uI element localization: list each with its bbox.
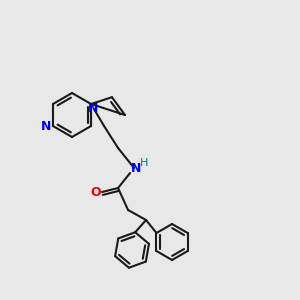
Text: O: O [91, 185, 101, 199]
Text: N: N [41, 121, 51, 134]
Text: H: H [140, 158, 148, 168]
Text: N: N [88, 101, 98, 115]
Text: N: N [131, 161, 141, 175]
